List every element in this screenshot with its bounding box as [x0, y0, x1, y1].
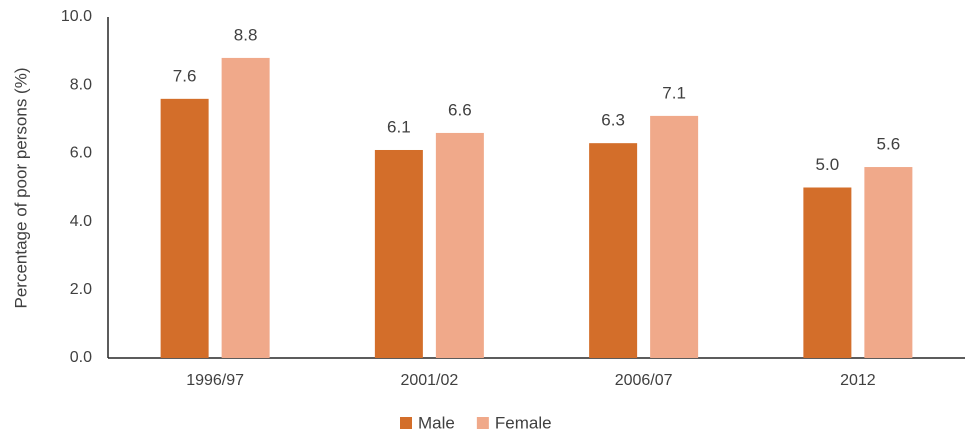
- x-tick-label: 2001/02: [400, 372, 458, 389]
- y-tick-label: 6.0: [70, 145, 92, 162]
- bar: [803, 187, 852, 358]
- y-tick-label: 10.0: [61, 8, 92, 25]
- data-label: 6.6: [448, 100, 472, 119]
- bar: [589, 143, 638, 358]
- data-label: 7.6: [173, 66, 197, 85]
- bar: [160, 98, 209, 358]
- data-label: 6.3: [601, 111, 625, 130]
- bar: [221, 57, 270, 359]
- legend-label: Male: [418, 413, 455, 432]
- y-tick-label: 2.0: [70, 281, 92, 298]
- x-tick-label: 2006/07: [615, 372, 673, 389]
- bar: [435, 132, 484, 358]
- data-label: 8.8: [234, 25, 258, 44]
- x-tick-label: 1996/97: [186, 372, 244, 389]
- y-tick-label: 0.0: [70, 349, 92, 366]
- y-axis-title: Percentage of poor persons (%): [11, 68, 30, 309]
- data-label: 5.6: [877, 135, 901, 154]
- data-label: 7.1: [662, 83, 686, 102]
- legend-swatch: [476, 417, 489, 429]
- bar: [650, 115, 699, 358]
- y-tick-label: 4.0: [70, 213, 92, 230]
- y-tick-label: 8.0: [70, 76, 92, 93]
- data-label: 5.0: [816, 155, 840, 174]
- legend-swatch: [400, 417, 412, 429]
- x-tick-label: 2012: [840, 372, 876, 389]
- legend-label: Female: [495, 413, 552, 432]
- bar: [374, 149, 423, 358]
- data-label: 6.1: [387, 117, 411, 136]
- bar: [864, 167, 913, 358]
